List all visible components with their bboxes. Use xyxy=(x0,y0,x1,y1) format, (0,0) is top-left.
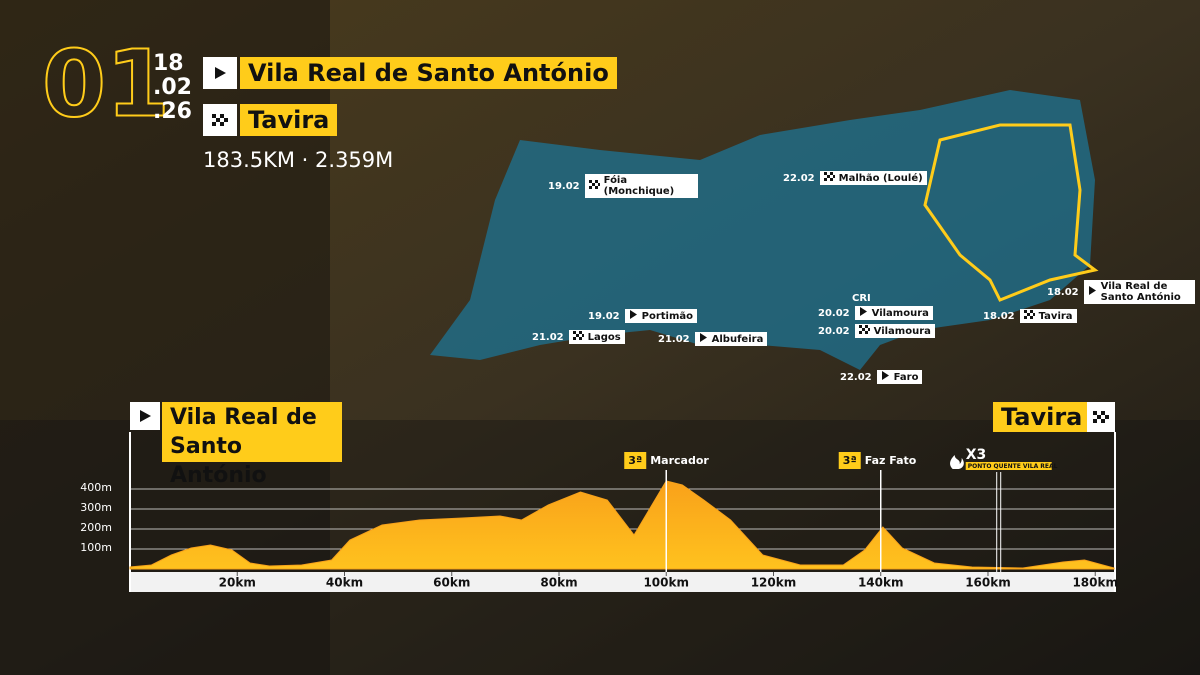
y-tick-label: 400m xyxy=(80,481,112,494)
stage-name: Faro xyxy=(893,371,919,383)
stage-icon xyxy=(572,331,584,343)
stage-icon xyxy=(881,371,890,383)
stage-date: 19.02 xyxy=(588,310,620,322)
stage-date: 20.02 xyxy=(818,325,850,337)
date-part: 18 xyxy=(153,51,184,76)
y-tick-label: 200m xyxy=(80,521,112,534)
marker-category-box xyxy=(624,452,647,469)
finish-icon xyxy=(203,104,237,136)
stage-box: Vilamoura xyxy=(854,324,935,338)
stage-name: Malhão (Loulé) xyxy=(838,172,923,184)
stage-label: 22.02 Faro xyxy=(840,370,923,384)
stage-date: 20.02 xyxy=(818,307,850,319)
start-town: Vila Real de Santo António xyxy=(240,57,617,89)
stage-label: 21.02 Lagos xyxy=(532,330,625,344)
stage-label: 22.02 Malhão (Loulé) xyxy=(783,171,927,185)
finish-town: Tavira xyxy=(240,104,338,136)
date-part: .02 xyxy=(153,75,192,100)
stage-date: 18.02 xyxy=(1047,286,1079,298)
stage-box: Vilamoura xyxy=(854,306,933,320)
stage-label: 20.02 Vilamoura xyxy=(818,324,935,338)
stage-date: 18.02 xyxy=(983,310,1015,322)
y-tick-label: 300m xyxy=(80,501,112,514)
x-tick-label: 180km xyxy=(1072,576,1118,590)
sprint-icon xyxy=(950,455,964,469)
stage-icon xyxy=(823,172,835,184)
profile-start-icon xyxy=(130,402,160,430)
marker-label: X3 xyxy=(966,447,987,463)
elevation-area xyxy=(129,480,1115,570)
x-tick-label: 120km xyxy=(751,576,797,590)
stage-icon xyxy=(1088,286,1097,298)
stage-name: Tavira xyxy=(1038,310,1073,322)
stage-icon xyxy=(629,310,638,322)
stage-date: 22.02 xyxy=(840,371,872,383)
stage-icon xyxy=(859,307,868,319)
sprint-sub-box xyxy=(965,462,1052,470)
stage-box: Albufeira xyxy=(694,332,768,346)
y-tick-label: 100m xyxy=(80,541,112,554)
stage-label: 21.02 Albufeira xyxy=(658,332,768,346)
stage-name: Vilamoura xyxy=(871,307,929,319)
stage-label: CRI 20.02 Vilamoura xyxy=(818,293,933,320)
marker-label: Faz Fato xyxy=(865,454,917,467)
marker-label: Marcador xyxy=(650,454,709,467)
stage-name: Vila Real de Santo António xyxy=(1100,281,1181,303)
stage-icon xyxy=(858,325,870,337)
x-axis-band xyxy=(130,572,1116,592)
stage-box: Portimão xyxy=(624,309,698,323)
stage-box: Faro xyxy=(876,370,923,384)
stage-date: 21.02 xyxy=(532,331,564,343)
stage-box: Fóia (Monchique) xyxy=(584,174,698,198)
x-tick-label: 100km xyxy=(643,576,689,590)
profile-start-label: Vila Real de Santo António xyxy=(162,402,342,488)
x-tick-label: 60km xyxy=(433,576,470,590)
stage-label: 19.02 Fóia (Monchique) xyxy=(548,174,698,198)
stage-tag: CRI xyxy=(852,293,871,304)
stage-box: Tavira xyxy=(1019,309,1077,323)
stage-label: 18.02 Tavira xyxy=(983,309,1077,323)
stage-date: 21.02 xyxy=(658,333,690,345)
marker-category-box xyxy=(838,452,861,469)
marker-sub: PONTO QUENTE VILA REAL xyxy=(968,463,1058,470)
start-icon xyxy=(203,57,237,89)
stage-icon xyxy=(1023,310,1035,322)
stage-name: Vilamoura xyxy=(873,325,931,337)
stage-stats: 183.5KM · 2.359M xyxy=(203,148,394,172)
profile-finish-label: Tavira xyxy=(993,402,1091,432)
stage-name: Lagos xyxy=(587,331,621,343)
stage-name: Albufeira xyxy=(711,333,764,345)
marker-category: 3ª xyxy=(843,454,857,467)
x-tick-label: 80km xyxy=(540,576,577,590)
stage-box: Malhão (Loulé) xyxy=(819,171,927,185)
stage-name: Fóia (Monchique) xyxy=(603,175,675,197)
x-tick-label: 140km xyxy=(858,576,904,590)
stage-date: 18 .02 .26 xyxy=(153,52,192,124)
x-tick-label: 40km xyxy=(326,576,363,590)
profile-finish-icon xyxy=(1087,402,1115,432)
stage-label: 19.02 Portimão xyxy=(588,309,698,323)
stage-icon xyxy=(699,333,708,345)
marker-category: 3ª xyxy=(628,454,642,467)
date-part: .26 xyxy=(153,99,192,124)
stage-icon xyxy=(588,180,600,192)
stage-box: Vila Real de Santo António xyxy=(1083,280,1195,304)
stage-date: 22.02 xyxy=(783,172,815,184)
stage-name: Portimão xyxy=(641,310,694,322)
stage-date: 19.02 xyxy=(548,180,580,192)
x-tick-label: 20km xyxy=(219,576,256,590)
stage-box: Lagos xyxy=(568,330,625,344)
stage-label: 18.02 Vila Real de Santo António xyxy=(1047,280,1195,304)
profile-chart: 100m 200m 300m 400m 20km 40km 60km 80km 100km 120… xyxy=(80,432,1118,592)
x-tick-label: 160km xyxy=(965,576,1011,590)
stage-number: 01 xyxy=(42,30,170,137)
